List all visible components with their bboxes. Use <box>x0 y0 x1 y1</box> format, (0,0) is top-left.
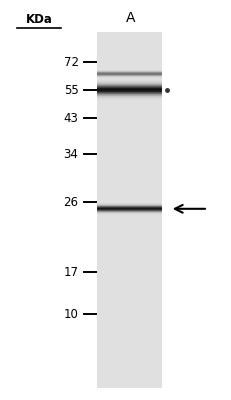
Text: 34: 34 <box>64 148 79 160</box>
Text: 43: 43 <box>64 112 79 124</box>
Text: 72: 72 <box>64 56 79 68</box>
Text: 55: 55 <box>64 84 79 96</box>
Text: A: A <box>126 11 135 25</box>
Text: 17: 17 <box>64 266 79 278</box>
Text: 26: 26 <box>64 196 79 208</box>
Bar <box>97 32 162 388</box>
Text: KDa: KDa <box>26 13 53 26</box>
Text: 10: 10 <box>64 308 79 320</box>
